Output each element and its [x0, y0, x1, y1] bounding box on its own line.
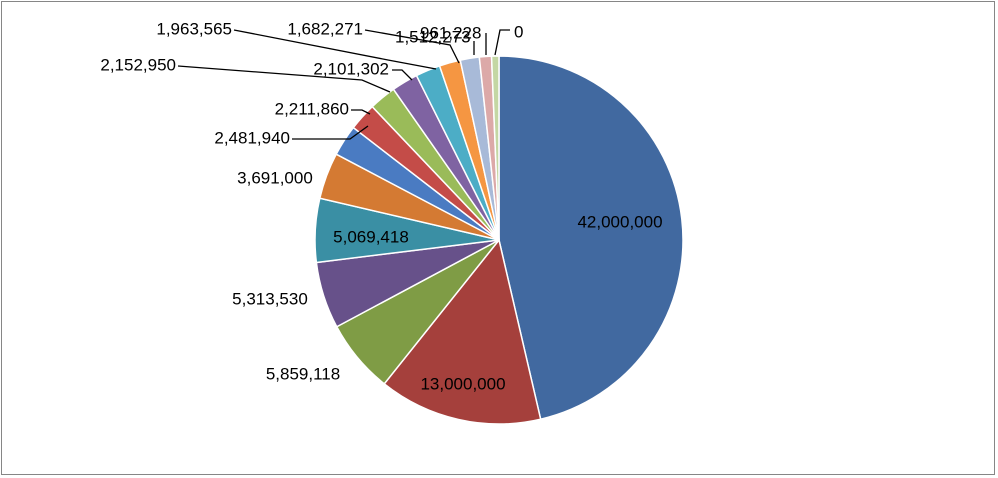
data-label-14: 961,228 [420, 23, 481, 42]
leader-line-11 [233, 29, 437, 70]
leader-line-10 [392, 69, 413, 81]
data-label-2: 13,000,000 [420, 374, 505, 393]
pie-slice-15 [490, 55, 500, 241]
data-label-4: 5,313,530 [232, 289, 308, 308]
data-label-12: 1,682,271 [287, 19, 363, 38]
leader-line-12 [364, 29, 460, 64]
data-label-9: 2,152,950 [100, 55, 176, 74]
pie-slices [314, 55, 684, 425]
data-label-13: 1,512,273 [395, 27, 471, 46]
data-label-6: 3,691,000 [237, 168, 313, 187]
data-label-15: 0 [514, 22, 523, 41]
data-label-3: 5,859,118 [266, 364, 340, 383]
data-label-7: 2,481,940 [214, 128, 290, 147]
data-label-5: 5,069,418 [333, 227, 409, 246]
leader-line-7 [292, 125, 369, 140]
data-label-10: 2,101,302 [313, 59, 389, 78]
leader-line-8 [351, 109, 371, 115]
pie-slice-1 [498, 55, 684, 421]
pie-slice-2 [383, 238, 542, 425]
data-label-1: 42,000,000 [577, 212, 662, 231]
data-label-11: 1,963,565 [156, 19, 232, 38]
data-label-8: 2,211,860 [275, 99, 349, 118]
pie-labels: 42,000,000 13,000,000 5,859,118 5,313,530 5,… [100, 19, 662, 393]
leader-line-9 [177, 65, 391, 93]
leader-line-15 [494, 29, 510, 56]
